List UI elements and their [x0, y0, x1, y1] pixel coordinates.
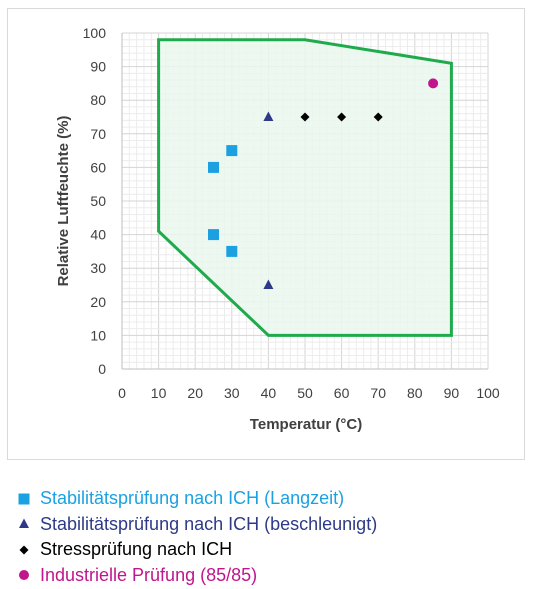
x-axis-label: Temperatur (°C) [250, 416, 362, 433]
legend-label: Stabilitätsprüfung nach ICH (beschleunig… [40, 513, 378, 534]
x-tick-label: 70 [370, 385, 386, 401]
data-point-square [226, 145, 238, 157]
x-tick-label: 40 [261, 385, 277, 401]
data-point-triangle [263, 279, 274, 289]
legend-label: Industrielle Prüfung (85/85) [40, 564, 258, 585]
y-tick-label: 100 [83, 25, 107, 41]
y-tick-label: 20 [90, 294, 106, 310]
legend-marker-diamond [18, 541, 36, 559]
x-tick-label: 10 [151, 385, 167, 401]
chart-frame [7, 8, 525, 460]
data-point-diamond [337, 112, 347, 122]
x-tick-label: 30 [224, 385, 240, 401]
y-tick-label: 30 [90, 260, 106, 276]
x-tick-label: 60 [334, 385, 350, 401]
data-point-square [226, 245, 238, 257]
legend-marker-circle [18, 566, 36, 584]
y-tick-label: 90 [90, 59, 106, 75]
x-tick-label: 100 [476, 385, 500, 401]
data-point-square [208, 229, 219, 241]
x-tick-label: 90 [444, 385, 460, 401]
x-tick-label: 50 [297, 385, 313, 401]
legend-marker-shape [18, 493, 30, 505]
x-tick-label: 80 [407, 385, 423, 401]
legend-marker-square [18, 490, 36, 508]
y-tick-label: 80 [90, 92, 106, 108]
y-tick-label: 40 [90, 227, 106, 243]
legend-item: Industrielle Prüfung (85/85) [18, 563, 377, 589]
data-point-circle [428, 78, 439, 89]
data-point-diamond [300, 112, 310, 122]
axes: 0 10 20 30 40 50 60 70 80 90 100 0 10 20 30 40 50 60 70 80 9… [83, 25, 500, 401]
legend-item: Stabilitätsprüfung nach ICH (Langzeit) [18, 486, 377, 512]
y-tick-label: 60 [90, 159, 106, 175]
data-point-square [208, 161, 219, 173]
chart-plot: 0 10 20 30 40 50 60 70 80 90 100 0 10 20 30 40 50 60 70 80 9… [55, 25, 500, 433]
x-tick-label: 20 [187, 385, 203, 401]
y-axis-label: Relative Luftfeuchte (%) [55, 116, 72, 287]
legend-marker-shape [19, 518, 29, 529]
data-point-diamond [373, 112, 383, 122]
legend-item: Stressprüfung nach ICH [18, 537, 377, 563]
y-tick-label: 70 [90, 126, 106, 142]
legend-marker-shape [19, 545, 29, 555]
y-tick-label: 0 [98, 361, 106, 377]
legend: Stabilitätsprüfung nach ICH (Langzeit) St… [18, 486, 377, 588]
x-tick-label: 0 [118, 385, 126, 401]
y-tick-label: 10 [90, 327, 106, 343]
legend-marker-shape [19, 570, 29, 581]
legend-label: Stressprüfung nach ICH [40, 539, 233, 560]
y-tick-label: 50 [90, 193, 106, 209]
legend-marker-triangle [18, 515, 36, 533]
data-point-triangle [263, 111, 274, 121]
legend-item: Stabilitätsprüfung nach ICH (beschleunig… [18, 512, 377, 538]
data-points [208, 78, 439, 289]
legend-label: Stabilitätsprüfung nach ICH (Langzeit) [40, 488, 345, 509]
